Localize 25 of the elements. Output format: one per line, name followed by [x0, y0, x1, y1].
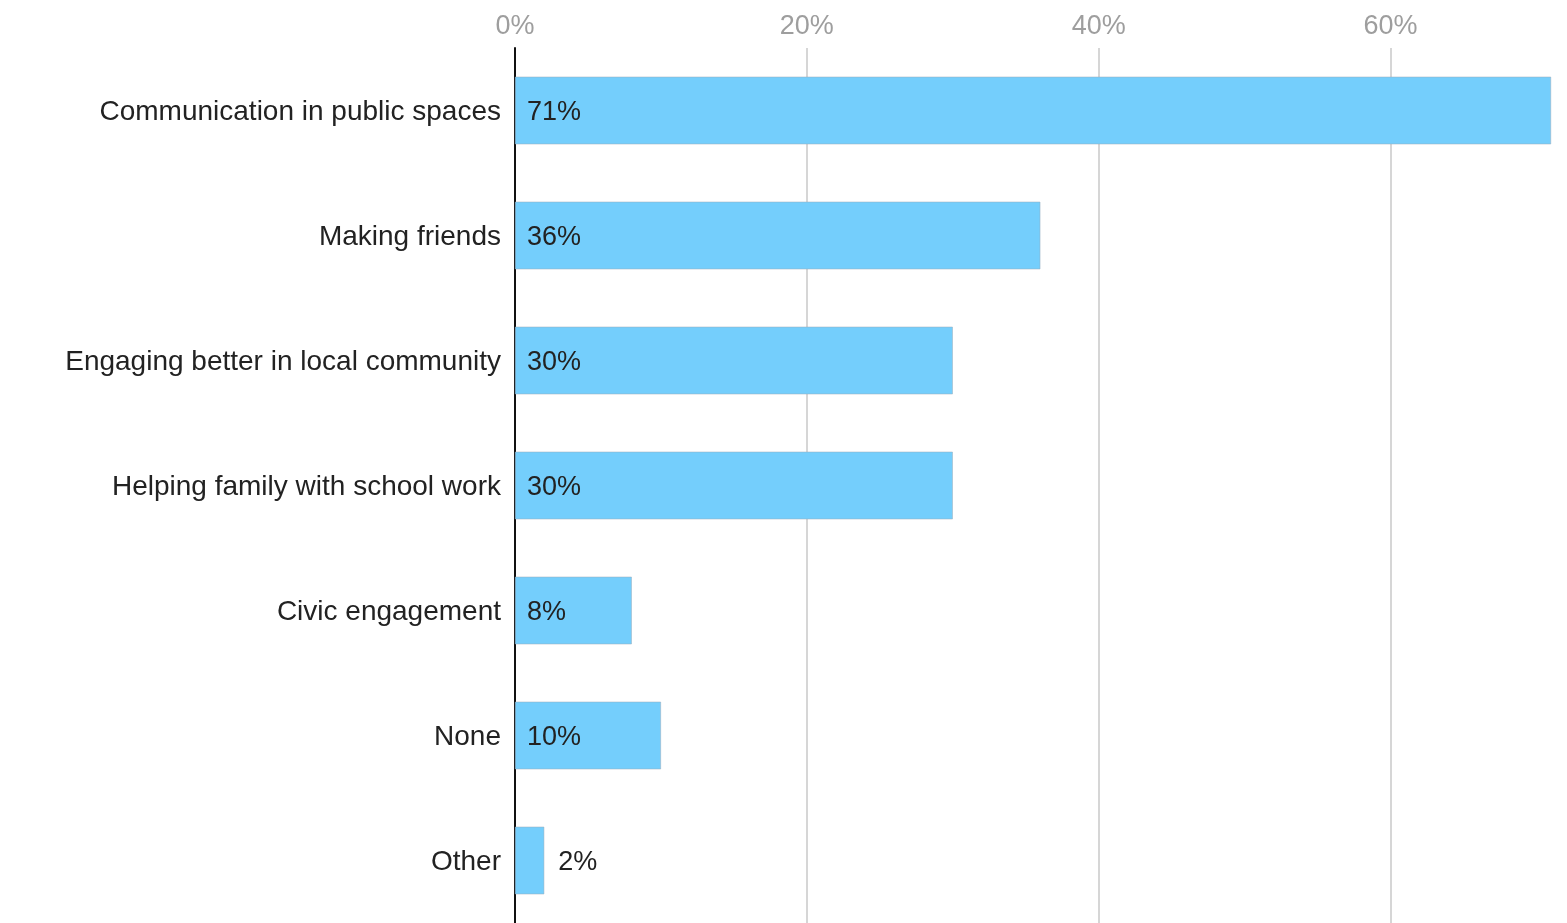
bar — [515, 451, 953, 520]
bar — [515, 576, 632, 645]
y-tick-label: Engaging better in local community — [65, 345, 501, 376]
y-tick-label: Communication in public spaces — [99, 95, 501, 126]
x-tick-label: 60% — [1363, 9, 1418, 40]
bar — [515, 201, 1041, 270]
bar — [515, 701, 661, 770]
y-tick-label: Other — [430, 845, 501, 876]
bar — [515, 826, 545, 895]
y-tick-label: Helping family with school work — [111, 470, 502, 501]
y-tick-label: Making friends — [318, 220, 501, 251]
x-tick-label: 20% — [779, 9, 834, 40]
data-label: 2% — [558, 845, 598, 876]
bar — [515, 76, 1551, 145]
y-tick-label: Civic engagement — [276, 595, 502, 626]
data-label: 10% — [527, 720, 582, 751]
data-label: 30% — [527, 345, 582, 376]
data-label: 8% — [527, 595, 567, 626]
y-tick-label: None — [434, 720, 501, 751]
data-label: 36% — [527, 220, 582, 251]
bar — [515, 326, 953, 395]
data-label: 30% — [527, 470, 582, 501]
x-tick-label: 40% — [1071, 9, 1126, 40]
x-tick-label: 0% — [495, 9, 535, 40]
data-label: 71% — [527, 95, 582, 126]
